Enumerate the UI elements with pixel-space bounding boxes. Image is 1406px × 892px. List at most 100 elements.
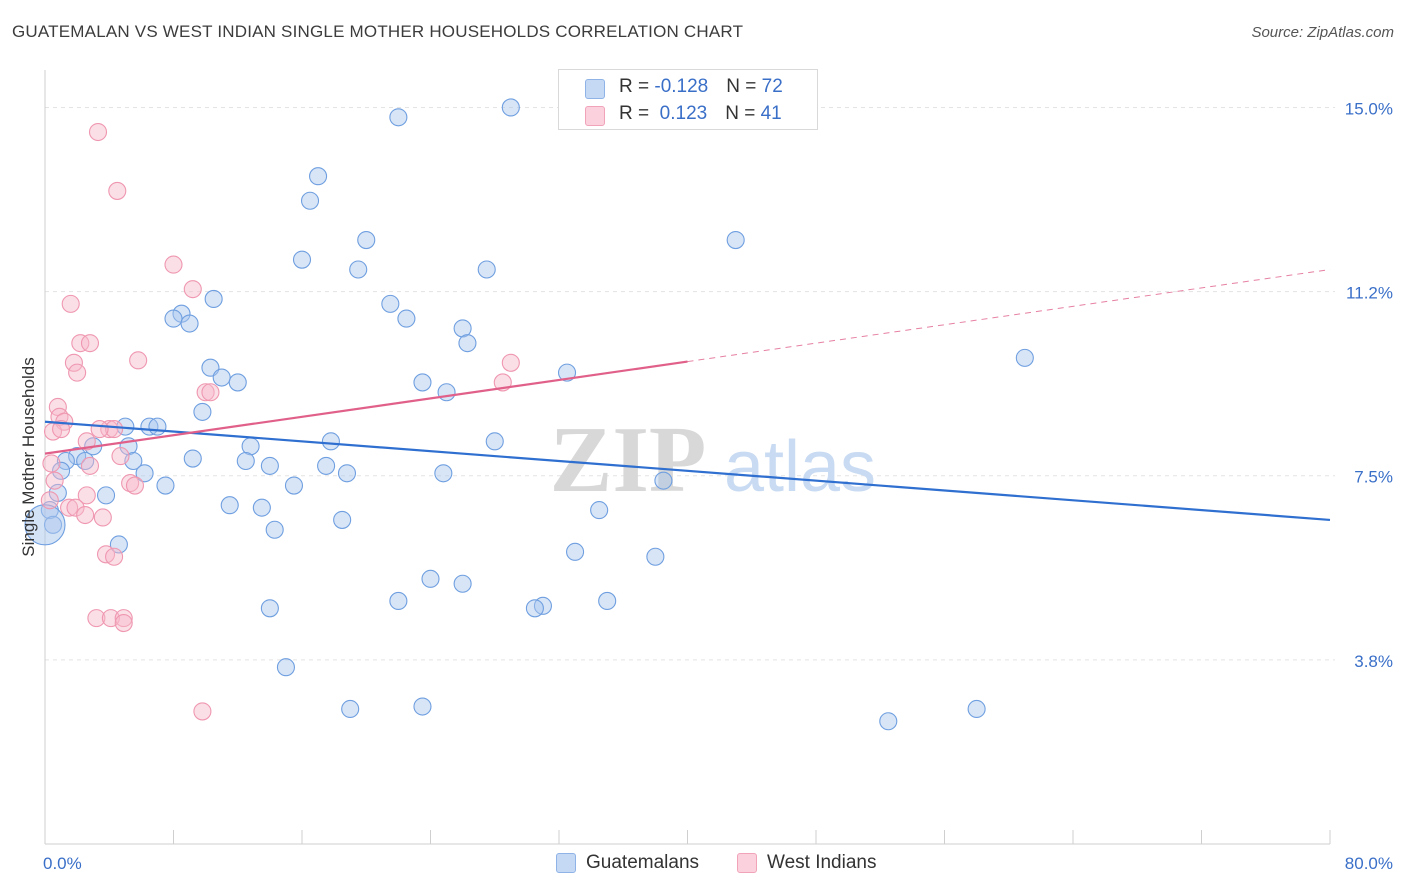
data-point [77,432,96,451]
trend-lines [44,269,1331,522]
data-point [341,699,360,719]
gridlines [45,106,1335,661]
data-point [183,280,202,299]
data-point [357,230,376,250]
data-point [453,319,472,338]
data-point [381,294,400,313]
data-point [164,309,183,328]
data-point [557,363,577,382]
data-point [485,432,504,451]
data-point [646,547,665,566]
legend-label-west-indians: West Indians [767,852,877,873]
data-point [100,420,119,439]
data-point [87,609,106,628]
legend-item-west-indians: West Indians [737,852,876,874]
data-point [156,476,175,495]
data-point [566,542,585,561]
stats-r-label: R = [619,103,655,124]
data-point [265,520,284,539]
data-point [88,122,108,142]
data-point [337,464,357,483]
data-point [77,486,96,505]
data-point [90,420,109,439]
stats-legend: R = -0.128 N = 72 R = 0.123 N = 41 [558,69,818,130]
data-point [42,454,61,473]
data-point [56,451,75,471]
series-west-indians [40,122,520,721]
data-point [52,461,71,480]
series-guatemalans [24,98,1034,731]
data-point [501,98,520,117]
y-tick-label: 11.2% [1346,284,1393,303]
data-point [397,309,416,328]
data-point [309,167,328,186]
watermark-zip: ZIP [550,408,707,512]
legend-swatch-guatemalans [556,853,576,873]
stats-r-label: R = [619,76,655,97]
stats-n-value: 41 [760,103,782,124]
x-tick-labels: 0.0% 80.0% [43,854,1393,873]
data-point [114,609,133,628]
y-tick-labels: 15.0% 11.2% 7.5% 3.8% [1345,99,1393,670]
data-point [260,599,279,618]
data-point [40,491,59,510]
bottom-legend: Guatemalans West Indians [0,852,1406,878]
legend-item-guatemalans: Guatemalans [556,852,699,874]
data-point [148,417,167,436]
data-point [114,613,133,633]
stats-r-value: 0.123 [654,103,708,124]
watermark-atlas: atlas [724,427,876,507]
stats-n-value: 72 [761,76,783,97]
data-point [434,464,453,483]
legend-label-guatemalans: Guatemalans [586,852,700,873]
data-point [129,351,148,370]
data-point [105,420,124,439]
data-point [164,255,183,274]
data-point [260,456,279,475]
data-point [654,471,673,490]
data-point [76,505,95,525]
data-point [80,334,100,353]
data-point [93,508,112,527]
stats-swatch-guatemalans [585,79,605,99]
stats-swatch-west-indians [585,106,605,126]
data-point [220,496,239,515]
data-point [125,476,144,495]
data-point [590,501,609,520]
watermark: ZIP atlas [550,408,876,512]
legend-swatch-west-indians [737,853,757,873]
data-point [317,456,336,475]
data-point [45,471,64,490]
data-point [413,697,432,716]
data-point [61,294,80,313]
y-axis-label: Single Mother Households [19,357,38,556]
data-point [66,498,85,517]
data-point [292,250,312,269]
data-point [477,260,496,279]
data-point [71,334,90,353]
chart-title: GUATEMALAN VS WEST INDIAN SINGLE MOTHER … [12,22,744,41]
data-point [201,383,220,402]
x-tick-label: 0.0% [43,854,82,873]
data-point-bubble [24,504,66,546]
data-point [284,476,304,495]
axes [44,70,1331,845]
data-point [300,191,320,210]
trend-line-west-indians [44,360,688,455]
data-point [967,699,986,719]
data-point [228,373,247,392]
data-point [183,449,202,468]
stats-r-value: -0.128 [654,76,709,97]
data-point [501,353,520,372]
trend-line-west-indians-projection [687,269,1331,363]
data-point [108,181,127,200]
stats-n-label: N = [726,76,762,97]
stats-row-guatemalans: R = -0.128 N = 72 [585,75,783,99]
source-credit: Source: ZipAtlas.com [1251,24,1394,41]
stats-n-label: N = [725,103,761,124]
y-tick-label: 15.0% [1345,99,1393,118]
data-point [333,510,352,529]
data-point [421,569,440,588]
data-point [196,383,215,402]
